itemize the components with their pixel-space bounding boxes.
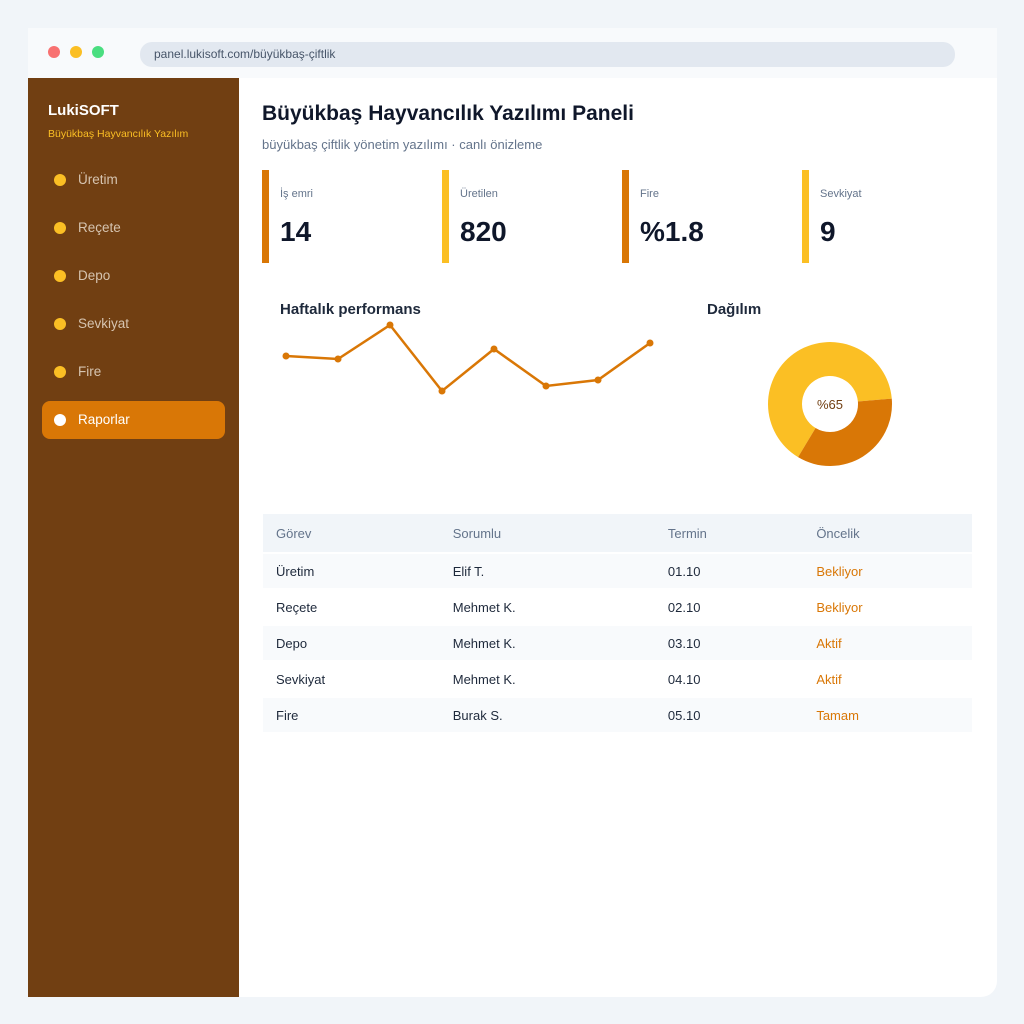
address-bar[interactable]: panel.lukisoft.com/büyükbaş-çiftlik	[140, 42, 955, 67]
nav-bullet	[54, 222, 66, 234]
kpi-value: 820	[460, 216, 507, 247]
nav-label: Raporlar	[78, 412, 130, 427]
kpi-label: Sevkiyat	[820, 188, 862, 200]
cell: 02.10	[667, 599, 701, 615]
minimize-button[interactable]	[70, 46, 82, 58]
donut-label: %65	[817, 397, 843, 412]
table-row: Reçete Mehmet K. 02.10 Bekliyor	[263, 590, 972, 624]
cell: Mehmet K.	[439, 626, 655, 660]
table-header: Görev Sorumlu Termin Öncelik	[263, 514, 972, 552]
donut-slice	[768, 342, 892, 458]
line-point	[594, 376, 602, 384]
donut-slice	[798, 398, 893, 466]
browser-bar: panel.lukisoft.com/büyükbaş-çiftlik	[28, 28, 997, 78]
cell: 03.10	[654, 626, 804, 660]
sidebar: LukiSOFT Büyükbaş Hayvancılık Yazılım Ür…	[28, 78, 239, 997]
cell: Elif T.	[439, 554, 655, 588]
nav-label: Üretim	[78, 172, 118, 187]
nav-item[interactable]: Raporlar	[42, 401, 225, 439]
column-header: Termin	[654, 514, 804, 552]
column-header: Görev	[263, 514, 440, 552]
cell: Üretim	[263, 554, 440, 588]
chart-title: Dağılım	[707, 301, 762, 318]
table-row: Üretim Elif T. 01.10 Bekliyor	[263, 554, 972, 588]
cell: Reçete	[276, 599, 318, 615]
kpi-card: İş emri 14	[262, 170, 432, 263]
nav-item[interactable]: Reçete	[42, 209, 225, 247]
kpi-card: Fire %1.8	[622, 170, 792, 263]
nav-bullet	[54, 366, 66, 378]
status: Tamam	[803, 698, 972, 732]
nav-item[interactable]: Depo	[42, 257, 225, 295]
page-subtitle: büyükbaş çiftlik yönetim yazılımı · canl…	[262, 137, 543, 152]
table-row: Depo Mehmet K. 03.10 Aktif	[263, 626, 972, 660]
line-point	[646, 339, 654, 347]
line-point	[438, 387, 446, 395]
line-point	[334, 355, 342, 363]
task-table: Görev Sorumlu Termin Öncelik Üretim Elif T. 01…	[263, 512, 972, 734]
close-button[interactable]	[48, 46, 60, 58]
line-point	[386, 321, 394, 329]
status: Aktif	[816, 671, 842, 687]
nav-item[interactable]: Üretim	[42, 161, 225, 199]
table-row: Sevkiyat Mehmet K. 04.10 Aktif	[263, 662, 972, 696]
kpi-value: 14	[280, 216, 312, 247]
nav-label: Reçete	[78, 220, 121, 235]
cell: 01.10	[654, 554, 804, 588]
nav-label: Sevkiyat	[78, 316, 130, 331]
nav-bullet	[54, 318, 66, 330]
column-header: Öncelik	[803, 514, 972, 552]
line-point	[542, 382, 550, 390]
cell: Sevkiyat	[276, 671, 326, 687]
cell: 04.10	[667, 671, 701, 687]
status: Bekliyor	[803, 554, 972, 588]
kpi-label: Fire	[640, 188, 659, 200]
line-point	[282, 352, 290, 360]
table-row: Fire Burak S. 05.10 Tamam	[263, 698, 972, 732]
nav-bullet	[54, 270, 66, 282]
kpi-value: 9	[820, 216, 836, 247]
kpi-value: %1.8	[640, 216, 704, 247]
kpi-card: Üretilen 820	[442, 170, 612, 263]
page-title: Büyükbaş Hayvancılık Yazılımı Paneli	[262, 102, 634, 125]
nav-bullet	[54, 174, 66, 186]
nav-label: Depo	[78, 268, 111, 283]
cell: Burak S.	[439, 698, 655, 732]
cell: Mehmet K.	[452, 671, 516, 687]
nav-bullet	[54, 414, 66, 426]
brand: LukiSOFT	[48, 102, 119, 119]
status: Aktif	[803, 626, 972, 660]
tagline: Büyükbaş Hayvancılık Yazılım	[48, 128, 189, 140]
kpi-label: İş emri	[280, 188, 313, 200]
status: Bekliyor	[816, 599, 863, 615]
browser-window: panel.lukisoft.com/büyükbaş-çiftlik Luki…	[28, 28, 997, 997]
kpi-label: Üretilen	[460, 188, 498, 200]
chart-title: Haftalık performans	[280, 301, 421, 318]
cell: 05.10	[654, 698, 804, 732]
nav-item[interactable]: Sevkiyat	[42, 305, 225, 343]
cell: Depo	[263, 626, 440, 660]
charts: %65	[282, 321, 893, 466]
column-header: Sorumlu	[439, 514, 655, 552]
kpi-card: Sevkiyat 9	[802, 170, 972, 263]
line-point	[490, 345, 498, 353]
maximize-button[interactable]	[92, 46, 104, 58]
nav-label: Fire	[78, 364, 102, 379]
cell: Fire	[263, 698, 440, 732]
line-series	[285, 323, 651, 393]
nav-item[interactable]: Fire	[42, 353, 225, 391]
cell: Mehmet K.	[452, 599, 516, 615]
